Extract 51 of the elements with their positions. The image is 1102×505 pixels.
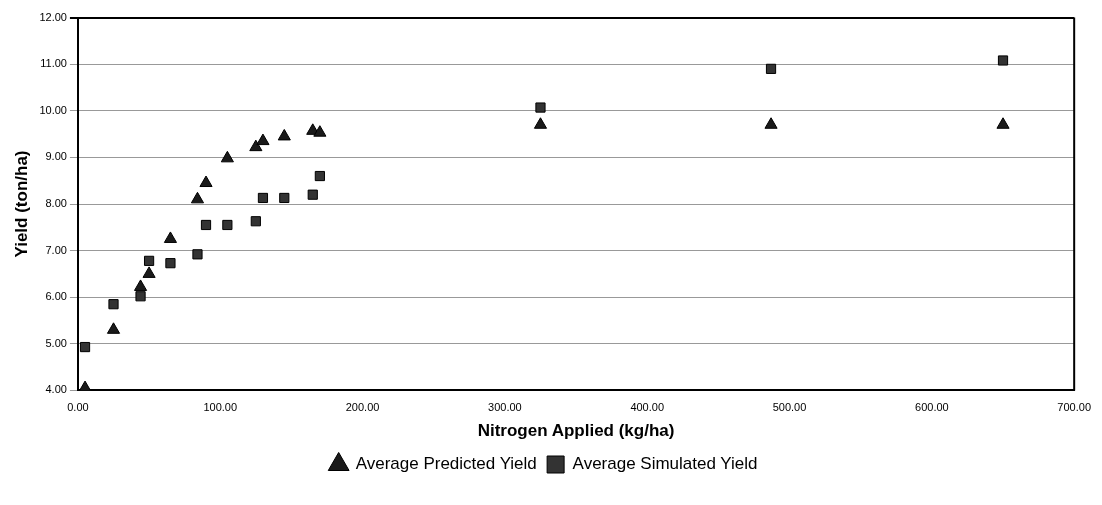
x-axis-title: Nitrogen Applied (kg/ha) xyxy=(477,421,675,441)
x-tick-label: 300.00 xyxy=(488,401,522,414)
y-tick-label: 4.00 xyxy=(45,383,67,396)
point xyxy=(249,139,263,152)
point xyxy=(257,192,269,204)
legend-label: Average Simulated Yield xyxy=(572,454,758,474)
y-tick-label: 10.00 xyxy=(39,103,67,116)
point xyxy=(220,150,234,163)
point xyxy=(165,258,176,269)
y-tick-label: 11.00 xyxy=(40,57,67,70)
point xyxy=(764,117,778,129)
x-tick-label: 500.00 xyxy=(772,401,807,414)
y-tick-label: 7.00 xyxy=(45,243,67,256)
point xyxy=(313,125,327,137)
point xyxy=(190,191,205,204)
y-tick-label: 5.00 xyxy=(45,336,67,349)
y-tick-label: 9.00 xyxy=(45,150,67,163)
x-tick-label: 0.00 xyxy=(67,401,89,414)
x-tick-label: 600.00 xyxy=(915,401,949,414)
point xyxy=(106,322,121,334)
x-tick-label: 200.00 xyxy=(345,401,380,414)
point xyxy=(533,117,548,129)
x-tick-label: 400.00 xyxy=(630,401,665,414)
point xyxy=(997,55,1009,66)
point xyxy=(535,102,546,113)
point xyxy=(250,216,261,227)
x-tick-label: 700.00 xyxy=(1057,401,1092,414)
point xyxy=(143,255,155,266)
point xyxy=(79,341,91,353)
legend-label: Average Predicted Yield xyxy=(355,454,537,474)
point xyxy=(142,266,156,278)
y-tick-label: 12.00 xyxy=(39,10,67,23)
y-axis-title: Yield (ton/ha) xyxy=(11,150,31,258)
point xyxy=(314,170,325,182)
point xyxy=(199,175,213,188)
point xyxy=(765,63,777,74)
y-tick-label: 6.00 xyxy=(45,290,67,303)
point xyxy=(133,279,148,291)
point xyxy=(277,128,291,141)
x-tick-label: 100.00 xyxy=(203,401,238,414)
point xyxy=(996,117,1010,129)
point xyxy=(222,219,233,231)
point xyxy=(192,249,203,260)
point xyxy=(135,291,146,302)
point xyxy=(307,189,318,200)
point xyxy=(200,219,212,231)
point xyxy=(279,192,290,204)
y-tick-label: 8.00 xyxy=(45,197,67,210)
point xyxy=(108,299,119,310)
point xyxy=(163,231,177,243)
point xyxy=(256,133,270,146)
